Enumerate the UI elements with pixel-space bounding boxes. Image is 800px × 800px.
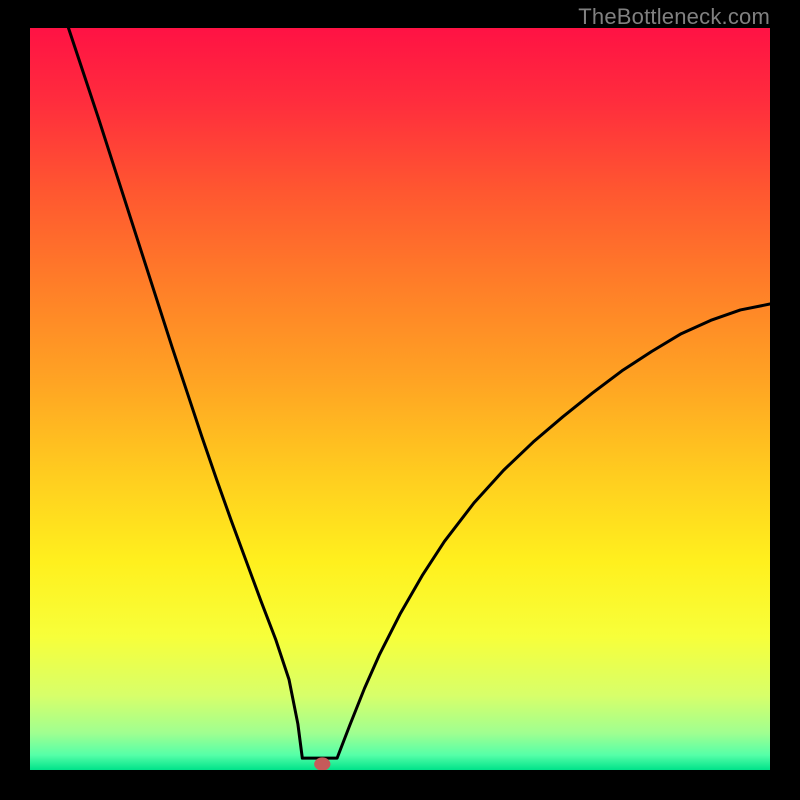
gradient-background — [30, 28, 770, 770]
plot-area — [30, 28, 770, 770]
chart-frame: TheBottleneck.com — [0, 0, 800, 800]
watermark-text: TheBottleneck.com — [578, 4, 770, 30]
bottleneck-chart — [30, 28, 770, 770]
